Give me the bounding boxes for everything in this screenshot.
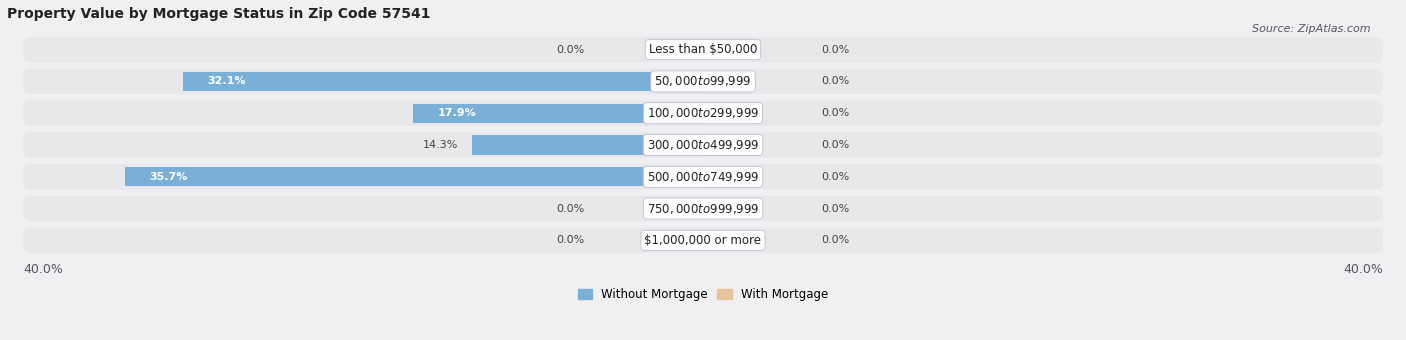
Text: 0.0%: 0.0% [821, 235, 849, 245]
Text: $1,000,000 or more: $1,000,000 or more [644, 234, 762, 247]
FancyBboxPatch shape [22, 196, 1384, 221]
Text: 0.0%: 0.0% [821, 172, 849, 182]
FancyBboxPatch shape [22, 101, 1384, 126]
Bar [471, 135, 703, 155]
FancyBboxPatch shape [22, 227, 1384, 253]
Text: $750,000 to $999,999: $750,000 to $999,999 [647, 202, 759, 216]
Text: 32.1%: 32.1% [208, 76, 246, 86]
Text: 0.0%: 0.0% [821, 76, 849, 86]
Text: Source: ZipAtlas.com: Source: ZipAtlas.com [1253, 24, 1371, 34]
Text: 0.0%: 0.0% [557, 235, 585, 245]
Legend: Without Mortgage, With Mortgage: Without Mortgage, With Mortgage [574, 284, 832, 306]
Text: 0.0%: 0.0% [821, 140, 849, 150]
Text: $50,000 to $99,999: $50,000 to $99,999 [654, 74, 752, 88]
Text: 0.0%: 0.0% [821, 108, 849, 118]
Text: 0.0%: 0.0% [821, 45, 849, 55]
Text: $100,000 to $299,999: $100,000 to $299,999 [647, 106, 759, 120]
Text: Property Value by Mortgage Status in Zip Code 57541: Property Value by Mortgage Status in Zip… [7, 7, 430, 21]
Text: 0.0%: 0.0% [821, 204, 849, 214]
Bar [125, 167, 703, 186]
Bar [183, 72, 703, 91]
Text: 35.7%: 35.7% [149, 172, 188, 182]
Text: 0.0%: 0.0% [557, 204, 585, 214]
Text: 40.0%: 40.0% [1343, 263, 1384, 276]
FancyBboxPatch shape [22, 37, 1384, 63]
Text: $500,000 to $749,999: $500,000 to $749,999 [647, 170, 759, 184]
Bar [413, 104, 703, 123]
FancyBboxPatch shape [22, 132, 1384, 158]
Text: 0.0%: 0.0% [557, 45, 585, 55]
Text: 40.0%: 40.0% [22, 263, 63, 276]
Text: $300,000 to $499,999: $300,000 to $499,999 [647, 138, 759, 152]
FancyBboxPatch shape [22, 69, 1384, 94]
Text: Less than $50,000: Less than $50,000 [648, 43, 758, 56]
Text: 14.3%: 14.3% [423, 140, 458, 150]
FancyBboxPatch shape [22, 164, 1384, 189]
Text: 17.9%: 17.9% [437, 108, 477, 118]
